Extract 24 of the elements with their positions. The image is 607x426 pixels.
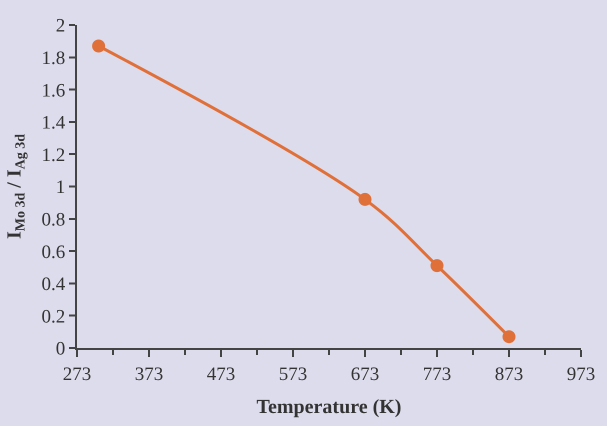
x-tick-label: 473 xyxy=(206,364,236,385)
x-tick-label: 273 xyxy=(62,364,92,385)
x-tick-label: 673 xyxy=(350,364,380,385)
y-tick-label: 0.2 xyxy=(41,306,66,328)
x-axis-title: Temperature (K) xyxy=(256,396,402,418)
y-tick-label: 2 xyxy=(56,16,66,37)
x-tick-label: 873 xyxy=(494,364,524,385)
y-tick-label: 0.4 xyxy=(41,274,66,296)
x-tick-label: 773 xyxy=(422,364,452,385)
y-tick-label: 1.6 xyxy=(41,80,66,102)
y-tick-label: 1.8 xyxy=(41,48,66,69)
point xyxy=(358,192,372,206)
point xyxy=(502,330,516,344)
y-tick-label: 1.2 xyxy=(41,144,66,166)
y-tick-label: 0.6 xyxy=(41,242,66,263)
point xyxy=(92,40,106,52)
y-tick-label: 1.4 xyxy=(41,112,66,134)
y-tick-label: 0 xyxy=(56,338,66,360)
point xyxy=(430,259,444,272)
y-tick-label: 0.8 xyxy=(41,209,66,230)
y-tick-label: 1 xyxy=(56,177,66,198)
x-tick-label: 973 xyxy=(566,364,596,385)
x-tick-label: 573 xyxy=(278,364,308,385)
x-tick-label: 373 xyxy=(134,364,164,385)
